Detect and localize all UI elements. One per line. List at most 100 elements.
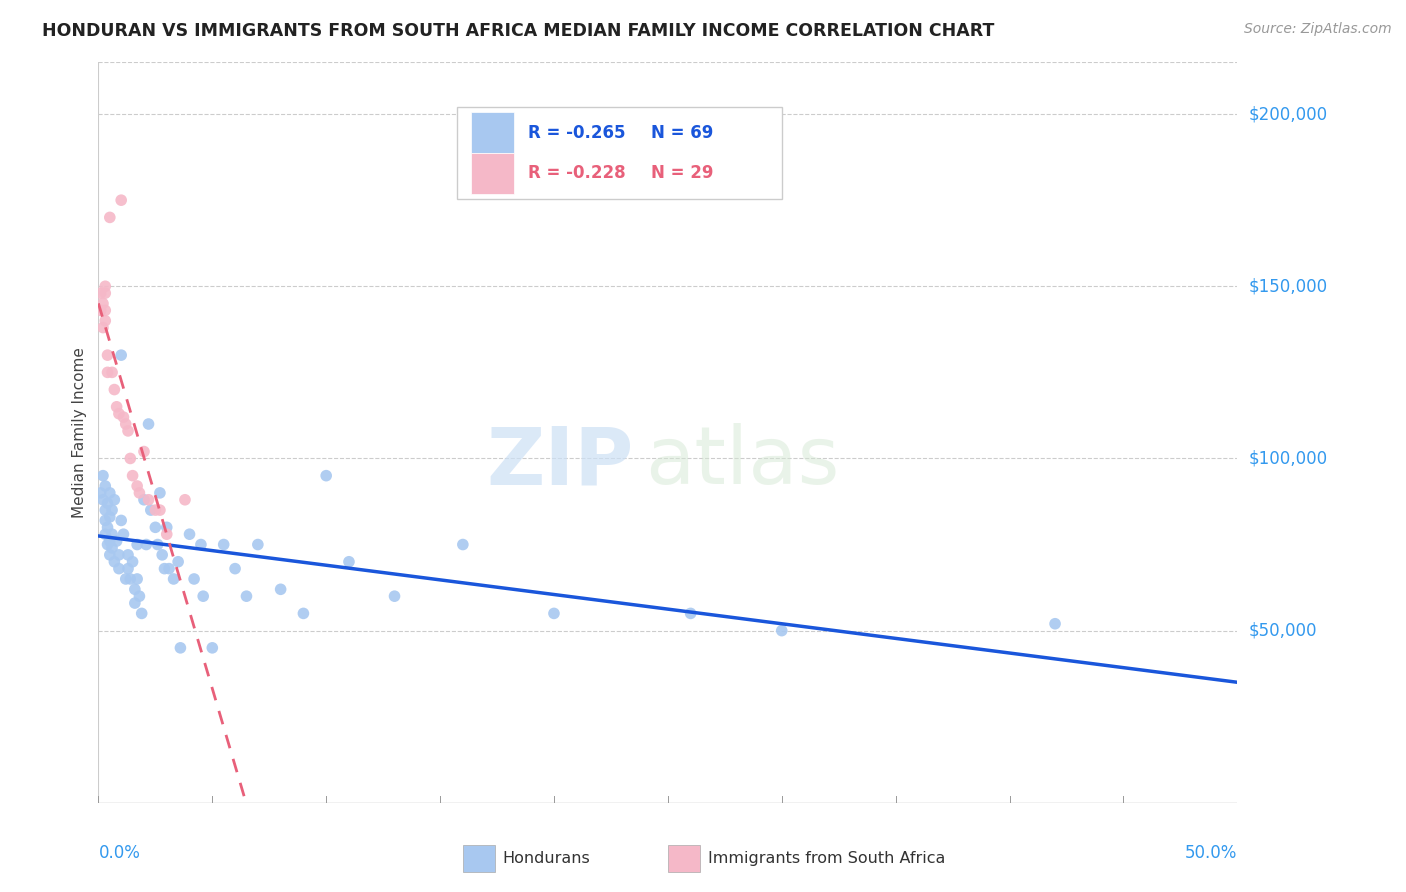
Text: 0.0%: 0.0%	[98, 844, 141, 862]
Point	[124, 596, 146, 610]
Point	[179, 527, 201, 541]
Point	[101, 503, 124, 517]
Point	[139, 503, 162, 517]
Point	[108, 561, 131, 575]
Point	[167, 555, 190, 569]
Point	[337, 555, 360, 569]
Bar	[668, 845, 700, 871]
Point	[101, 365, 124, 379]
Point	[146, 537, 169, 551]
Point	[145, 503, 167, 517]
Point	[121, 468, 143, 483]
Point	[190, 537, 212, 551]
Point	[138, 417, 160, 431]
Point	[183, 572, 205, 586]
Point	[246, 537, 269, 551]
Text: Source: ZipAtlas.com: Source: ZipAtlas.com	[1244, 22, 1392, 37]
Point	[96, 365, 118, 379]
Point	[112, 527, 135, 541]
Point	[94, 479, 117, 493]
Point	[770, 624, 793, 638]
Bar	[471, 153, 515, 194]
Text: N = 69: N = 69	[651, 124, 713, 142]
Text: Immigrants from South Africa: Immigrants from South Africa	[707, 851, 945, 866]
Point	[193, 589, 215, 603]
Point	[132, 492, 155, 507]
Text: $150,000: $150,000	[1249, 277, 1327, 295]
Point	[127, 572, 149, 586]
Text: $200,000: $200,000	[1249, 105, 1327, 123]
Point	[103, 383, 125, 397]
Point	[96, 520, 118, 534]
Text: R = -0.228: R = -0.228	[527, 164, 626, 183]
Point	[108, 548, 131, 562]
Point	[270, 582, 292, 597]
Point	[543, 607, 565, 621]
Point	[150, 548, 173, 562]
Point	[121, 555, 143, 569]
Point	[110, 348, 132, 362]
Point	[96, 348, 118, 362]
Point	[169, 640, 191, 655]
Point	[96, 537, 118, 551]
Point	[98, 510, 121, 524]
Point	[91, 468, 114, 483]
Point	[90, 486, 112, 500]
Point	[235, 589, 257, 603]
Point	[451, 537, 474, 551]
Point	[212, 537, 235, 551]
Point	[128, 589, 150, 603]
Point	[94, 314, 117, 328]
Point	[315, 468, 337, 483]
Point	[98, 548, 121, 562]
Bar	[463, 845, 495, 871]
Point	[94, 527, 117, 541]
Point	[98, 486, 121, 500]
Point	[157, 561, 180, 575]
Text: 50.0%: 50.0%	[1185, 844, 1237, 862]
Point	[127, 537, 149, 551]
Point	[94, 279, 117, 293]
Point	[292, 607, 315, 621]
Text: $100,000: $100,000	[1249, 450, 1327, 467]
Point	[94, 503, 117, 517]
Point	[90, 303, 112, 318]
Point	[91, 320, 114, 334]
Point	[112, 410, 135, 425]
Point	[90, 286, 112, 301]
Text: Hondurans: Hondurans	[503, 851, 591, 866]
Point	[110, 193, 132, 207]
Point	[117, 424, 139, 438]
Point	[132, 444, 155, 458]
Text: HONDURAN VS IMMIGRANTS FROM SOUTH AFRICA MEDIAN FAMILY INCOME CORRELATION CHART: HONDURAN VS IMMIGRANTS FROM SOUTH AFRICA…	[42, 22, 994, 40]
Point	[103, 492, 125, 507]
Point	[114, 417, 136, 431]
Point	[128, 486, 150, 500]
Point	[98, 534, 121, 549]
Point	[98, 211, 121, 225]
Point	[94, 286, 117, 301]
Point	[110, 513, 132, 527]
Bar	[471, 112, 515, 153]
Point	[138, 492, 160, 507]
Point	[101, 527, 124, 541]
Point	[117, 548, 139, 562]
Point	[94, 303, 117, 318]
Point	[224, 561, 246, 575]
Point	[679, 607, 702, 621]
Point	[94, 513, 117, 527]
Text: N = 29: N = 29	[651, 164, 713, 183]
Point	[162, 572, 184, 586]
Point	[114, 572, 136, 586]
Point	[120, 451, 142, 466]
Point	[149, 486, 172, 500]
Point	[91, 296, 114, 310]
Point	[120, 572, 142, 586]
Point	[101, 541, 124, 555]
Point	[124, 582, 146, 597]
Point	[145, 520, 167, 534]
Point	[174, 492, 197, 507]
Point	[384, 589, 406, 603]
Point	[91, 492, 114, 507]
Point	[149, 503, 172, 517]
